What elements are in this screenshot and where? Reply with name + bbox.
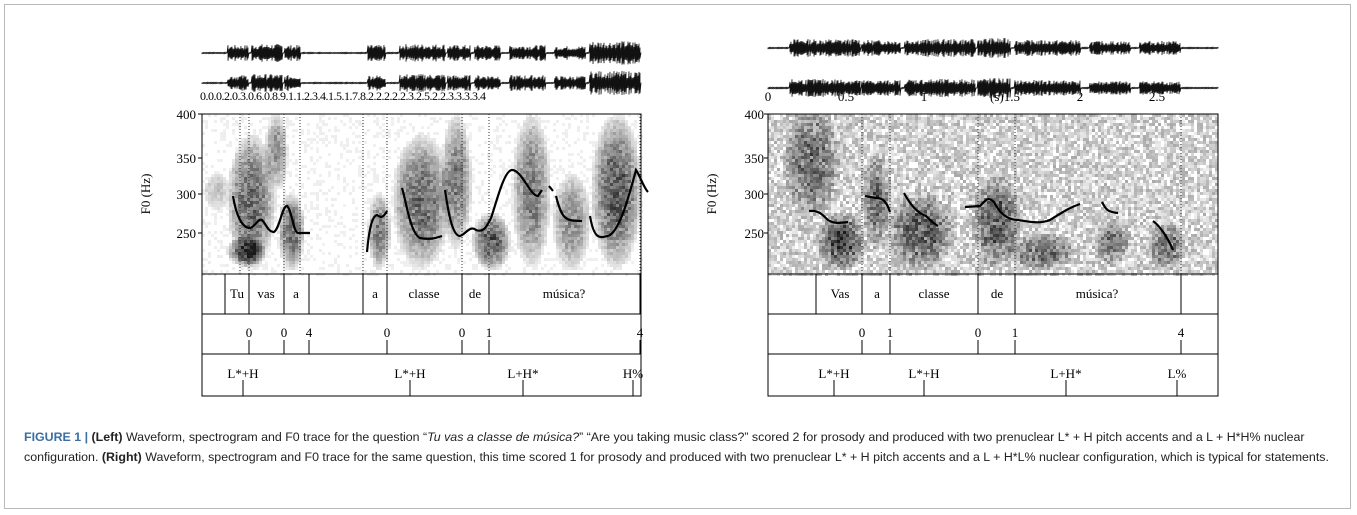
left-panel-svg: 0.0.0.2.0.3.0.6.0.8.9.1.1.2.3.4.1.5.1.7.… [138, 41, 649, 397]
right-tone-3: L+H* [1050, 366, 1081, 381]
left-break-2: 0 [281, 325, 288, 340]
left-break-3: 4 [306, 325, 313, 340]
right-f0-trace [808, 192, 1175, 251]
left-tone-3: L+H* [507, 366, 538, 381]
left-word-a1: a [293, 286, 299, 301]
right-word-de: de [991, 286, 1004, 301]
left-tone-1: L*+H [227, 366, 258, 381]
right-break-tier [767, 313, 1219, 355]
right-time-tick-0-5: 0.5 [838, 89, 854, 104]
left-f0-trace [231, 167, 649, 253]
left-word-tu: Tu [230, 286, 244, 301]
right-word-vas: Vas [831, 286, 850, 301]
right-ytick-250: 250 [745, 226, 765, 241]
left-panel: 0.0.0.2.0.3.0.6.0.8.9.1.1.2.3.4.1.5.1.7.… [0, 0, 680, 420]
left-ytick-350: 350 [177, 151, 197, 166]
right-break-3: 0 [975, 325, 982, 340]
left-break-6: 1 [486, 325, 493, 340]
left-y-axis-label: F0 (Hz) [138, 174, 153, 215]
left-question: Tu vas a classe de música? [427, 430, 580, 444]
right-spectrogram [768, 114, 1218, 276]
right-time-tick-2: 2 [1077, 89, 1084, 104]
figure-frame [4, 4, 1351, 509]
left-word-classe: classe [408, 286, 439, 301]
left-word-musica: música? [543, 286, 586, 301]
right-text: Waveform, spectrogram and F0 trace for t… [145, 450, 1329, 464]
left-break-1: 0 [246, 325, 253, 340]
right-break-1: 0 [859, 325, 866, 340]
right-tone-1: L*+H [818, 366, 849, 381]
right-break-4: 1 [1012, 325, 1019, 340]
right-y-axis-label: F0 (Hz) [704, 174, 719, 215]
left-tone-4: H% [623, 366, 643, 381]
left-ytick-250: 250 [177, 226, 197, 241]
right-tone-2: L*+H [908, 366, 939, 381]
right-panel-svg: 0 0.5 1 (s)1.5 2 2.5 F0 (Hz) 400 350 300… [704, 38, 1219, 397]
left-text-1: Waveform, spectrogram and F0 trace for t… [125, 430, 428, 444]
right-tone-tier [767, 353, 1219, 397]
left-label: (Left) [91, 430, 123, 444]
figure-label: FIGURE 1 | [24, 430, 89, 444]
left-spectrogram [202, 114, 643, 276]
right-ytick-350: 350 [745, 151, 765, 166]
left-time-axis: 0.0.0.2.0.3.0.6.0.8.9.1.1.2.3.4.1.5.1.7.… [200, 89, 486, 103]
left-break-4: 0 [384, 325, 391, 340]
left-break-7: 4 [637, 325, 644, 340]
left-tone-2: L*+H [394, 366, 425, 381]
left-word-vas: vas [257, 286, 274, 301]
left-waveform [201, 41, 642, 95]
right-waveform [767, 38, 1219, 98]
right-ytick-400: 400 [745, 107, 765, 122]
figure-caption: FIGURE 1 | (Left) Waveform, spectrogram … [24, 427, 1334, 467]
right-break-5: 4 [1178, 325, 1185, 340]
right-time-tick-0: 0 [765, 89, 772, 104]
right-label: (Right) [101, 450, 142, 464]
left-ytick-400: 400 [177, 107, 197, 122]
right-time-tick-1-5: (s)1.5 [990, 89, 1020, 104]
left-tone-tier [201, 353, 642, 397]
right-time-tick-1: 1 [921, 89, 928, 104]
left-break-5: 0 [459, 325, 466, 340]
left-word-de: de [469, 286, 482, 301]
right-ytick-300: 300 [745, 187, 765, 202]
right-time-tick-2-5: 2.5 [1149, 89, 1165, 104]
right-word-a: a [874, 286, 880, 301]
right-word-musica: música? [1076, 286, 1119, 301]
left-word-a2: a [372, 286, 378, 301]
left-text-2: ” “Are you taking music class?” scored 2… [24, 430, 1305, 464]
left-ytick-300: 300 [177, 187, 197, 202]
right-word-classe: classe [918, 286, 949, 301]
right-tone-4: L% [1168, 366, 1187, 381]
right-break-2: 1 [887, 325, 894, 340]
